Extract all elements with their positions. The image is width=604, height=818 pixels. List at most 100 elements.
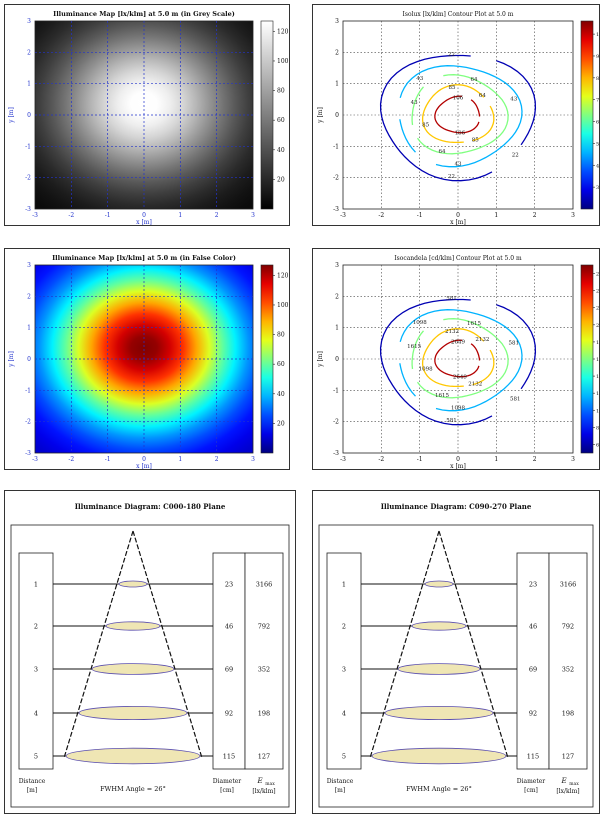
diameter-value: 23 bbox=[529, 581, 537, 589]
diameter-header: Diameter bbox=[517, 778, 546, 785]
contour-value-label: 43 bbox=[455, 162, 462, 168]
contour-value-label: 581 bbox=[446, 418, 457, 424]
y-tick-label: 0 bbox=[335, 356, 339, 363]
diameter-column bbox=[212, 552, 246, 770]
contour-line bbox=[399, 119, 416, 153]
chart-title: Isocandela [cd/klm] Contour Plot at 5.0 … bbox=[394, 255, 522, 262]
emax-unit: [lx/klm] bbox=[252, 788, 275, 795]
y-tick-label: -2 bbox=[333, 419, 339, 426]
y-tick-label: -2 bbox=[333, 175, 339, 182]
emax-value: 792 bbox=[562, 623, 574, 631]
colorbar-tick-label: 2200 bbox=[596, 306, 599, 312]
colorbar-tick-label: 120 bbox=[277, 28, 289, 35]
colorbar-tick-label: 100 bbox=[596, 32, 599, 38]
isolux-contour-panel: Isolux [lx/klm] Contour Plot at 5.0 m -3 -… bbox=[312, 4, 604, 226]
fwhm-angle: FWHM Angle = 26° bbox=[100, 785, 166, 793]
y-tick-label: 1 bbox=[335, 325, 339, 332]
x-tick-label: -1 bbox=[105, 456, 111, 463]
contour-value-label: 22 bbox=[448, 52, 455, 58]
x-tick-label: -2 bbox=[378, 456, 384, 463]
contour-value-label: 85 bbox=[422, 123, 429, 129]
beam-edge-right bbox=[438, 530, 509, 759]
distance-column bbox=[326, 552, 362, 770]
y-tick-label: 2 bbox=[27, 49, 31, 56]
beam-ellipse bbox=[424, 580, 454, 588]
illuminance-diagram-c090-panel: Illuminance Diagram: C090-270 Plane 1 23 31… bbox=[312, 490, 600, 814]
x-tick-label: -2 bbox=[68, 212, 74, 219]
contour-value-label: 85 bbox=[449, 85, 456, 91]
y-tick-label: -1 bbox=[25, 387, 31, 394]
x-tick-label: -1 bbox=[105, 212, 111, 219]
beam-edge-left bbox=[63, 530, 134, 759]
diameter-value: 92 bbox=[225, 710, 233, 718]
distance-header: Distance bbox=[327, 778, 354, 785]
colorbar-tick-label: 120 bbox=[277, 272, 289, 279]
chart-title: Isolux [lx/klm] Contour Plot at 5.0 m bbox=[403, 11, 514, 18]
x-axis-label: x [m] bbox=[450, 463, 466, 469]
contour-value-label: 64 bbox=[439, 149, 446, 155]
diameter-value: 46 bbox=[529, 623, 537, 631]
y-tick-label: 0 bbox=[27, 112, 31, 119]
diameter-unit: [cm] bbox=[524, 787, 538, 794]
beam-ellipse bbox=[91, 663, 175, 675]
x-tick-label: 1 bbox=[178, 456, 182, 463]
y-tick-label: 3 bbox=[27, 262, 31, 269]
contour-value-label: 581 bbox=[510, 396, 521, 402]
diameter-value: 115 bbox=[527, 753, 539, 761]
emax-unit: [lx/klm] bbox=[556, 788, 579, 795]
y-axis-label: y [m] bbox=[8, 351, 15, 368]
diameter-header: Diameter bbox=[213, 778, 242, 785]
contour-line bbox=[434, 339, 480, 378]
contour-line bbox=[470, 343, 481, 361]
y-tick-label: 2 bbox=[335, 49, 339, 56]
y-tick-label: -3 bbox=[25, 450, 31, 457]
x-tick-label: 2 bbox=[533, 456, 537, 463]
y-tick-label: 1 bbox=[27, 325, 31, 332]
x-tick-label: -3 bbox=[340, 456, 346, 463]
x-tick-label: 0 bbox=[142, 456, 146, 463]
y-tick-label: 1 bbox=[335, 81, 339, 88]
y-tick-label: 0 bbox=[27, 356, 31, 363]
emax-column bbox=[244, 552, 284, 770]
contour-line bbox=[434, 95, 480, 134]
false-color-heatmap: Illuminance Map [lx/klm] at 5.0 m (in Fa… bbox=[8, 254, 289, 470]
beam-ellipse bbox=[384, 705, 494, 720]
contour-line bbox=[421, 84, 485, 144]
contour-line bbox=[421, 328, 485, 388]
x-tick-label: 0 bbox=[456, 456, 460, 463]
contour-line bbox=[472, 105, 495, 142]
beam-edge-left bbox=[369, 530, 440, 759]
grey-heatmap-panel: Illuminance Map [lx/klm] at 5.0 m (in Gr… bbox=[4, 4, 290, 226]
distance-value: 2 bbox=[342, 623, 346, 631]
colorbar-tick-label: 1000 bbox=[596, 408, 599, 414]
illuminance-diagram-c000-panel: Illuminance Diagram: C000-180 Plane 1 23 31… bbox=[4, 490, 296, 814]
diameter-column bbox=[516, 552, 550, 770]
x-tick-label: 1 bbox=[178, 212, 182, 219]
emax-header: E bbox=[560, 777, 566, 785]
y-tick-label: -1 bbox=[25, 143, 31, 150]
colorbar-tick-label: 40 bbox=[277, 147, 285, 154]
x-axis-label: x [m] bbox=[136, 219, 152, 225]
colorbar-tick-label: 80 bbox=[596, 76, 599, 82]
y-tick-label: 3 bbox=[335, 262, 339, 269]
contour-value-label: 22 bbox=[448, 174, 455, 180]
emax-value: 127 bbox=[258, 753, 270, 761]
colorbar-tick-label: 1400 bbox=[596, 374, 599, 380]
colorbar-tick-label: 1600 bbox=[596, 357, 599, 363]
x-tick-label: -3 bbox=[32, 212, 38, 219]
colorbar-tick-label: 100 bbox=[277, 58, 289, 65]
emax-header: E bbox=[256, 777, 262, 785]
x-tick-label: 1 bbox=[494, 212, 498, 219]
contour-line bbox=[411, 86, 425, 126]
contour-value-label: 1615 bbox=[467, 321, 481, 327]
contour-value-label: 106 bbox=[453, 96, 464, 102]
y-tick-label: -1 bbox=[333, 143, 339, 150]
contour-value-label: 43 bbox=[416, 76, 423, 82]
x-tick-label: -3 bbox=[340, 212, 346, 219]
diagram-title: Illuminance Diagram: C090-270 Plane bbox=[381, 502, 532, 511]
emax-value: 792 bbox=[258, 623, 270, 631]
chart-title: Illuminance Map [lx/klm] at 5.0 m (in Fa… bbox=[52, 254, 236, 262]
contour-value-label: 581 bbox=[509, 340, 520, 346]
